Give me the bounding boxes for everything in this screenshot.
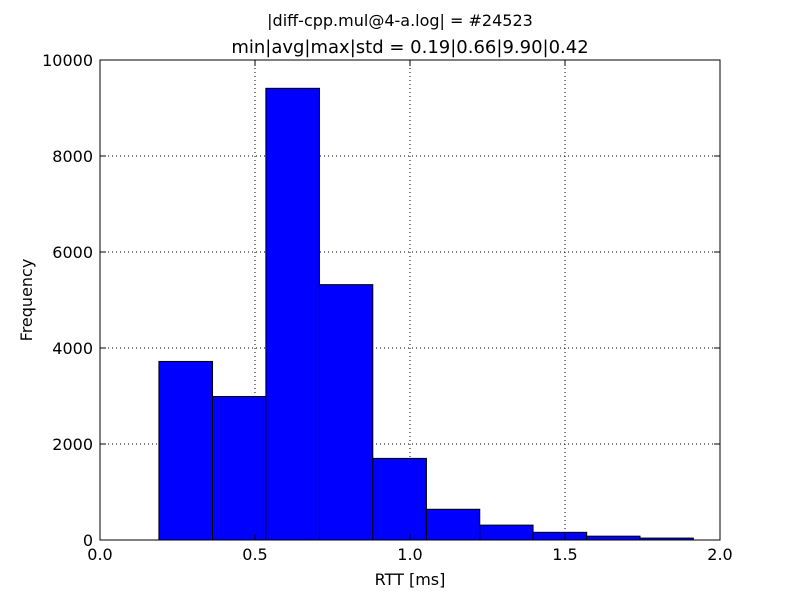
x-tick-label: 1.0 — [397, 545, 422, 564]
x-tick-labels: 0.0 0.5 1.0 1.5 2.0 — [87, 545, 732, 564]
axis-ticks — [99, 59, 721, 541]
x-axis-label: RTT [ms] — [375, 570, 446, 589]
y-tick-label: 10000 — [42, 51, 93, 70]
histogram-bar — [318, 284, 374, 541]
y-tick-label: 6000 — [52, 243, 93, 262]
chart-suptitle: |diff-cpp.mul@4-a.log| = #24523 — [267, 11, 533, 30]
x-tick-label: 0.5 — [242, 545, 267, 564]
histogram-bar — [532, 531, 588, 541]
chart-title: min|avg|max|std = 0.19|0.66|9.90|0.42 — [231, 37, 588, 58]
histogram-bar — [425, 508, 481, 541]
y-tick-label: 4000 — [52, 339, 93, 358]
histogram-bar — [212, 395, 267, 541]
histogram-bars — [158, 87, 694, 541]
x-tick-label: 2.0 — [707, 545, 732, 564]
histogram-bar — [372, 457, 427, 541]
x-tick-label: 1.5 — [552, 545, 577, 564]
histogram-bar — [265, 87, 320, 541]
y-tick-label: 8000 — [52, 147, 93, 166]
x-tick-label: 0.0 — [87, 545, 112, 564]
histogram-bar — [479, 524, 534, 541]
histogram-bar — [586, 535, 641, 541]
histogram-bar — [158, 360, 214, 541]
y-tick-label: 0 — [83, 531, 93, 550]
y-tick-label: 2000 — [52, 435, 93, 454]
y-axis-label: Frequency — [17, 259, 36, 342]
y-tick-labels: 0 2000 4000 6000 8000 10000 — [42, 51, 93, 550]
